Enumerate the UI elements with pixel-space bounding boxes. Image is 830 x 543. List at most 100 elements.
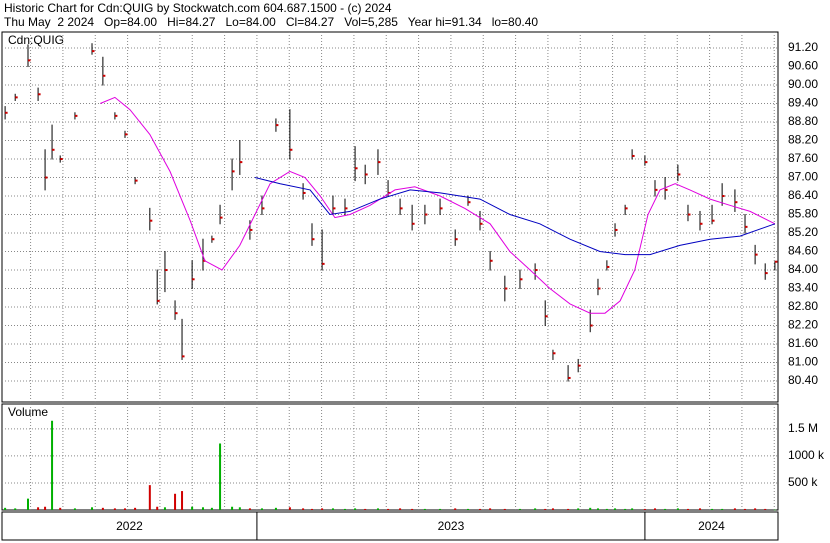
y-tick-label: 82.20 [788,318,818,332]
volume-bar [596,508,599,510]
y-tick-label: 81.60 [788,336,818,350]
volume-bar [274,507,277,510]
volume-bar [754,508,757,510]
y-tick-label: 90.00 [788,77,818,91]
volume-bar [311,508,314,510]
volume-bar [676,508,679,510]
volume-bar [631,508,634,510]
y-tick-label: 80.40 [788,373,818,387]
volume-bar [439,508,442,510]
volume-bar [411,508,414,510]
volume-bar [711,508,714,510]
volume-bar [567,508,570,510]
volume-bar [764,508,767,510]
volume-bar [51,420,54,510]
x-tick-label: 2022 [116,519,143,533]
y-tick-label: 90.60 [788,59,818,73]
volume-bar [721,508,724,510]
volume-bar [503,508,506,510]
volume-bar [744,508,747,510]
volume-bar [134,507,137,510]
volume-bar [399,508,402,510]
volume-bar [489,508,492,510]
y-tick-label: 1.5 M [788,421,818,435]
volume-bar [534,508,537,510]
volume-bar [624,508,627,510]
volume-bar [163,507,166,510]
volume-bar [479,508,482,510]
y-tick-label: 500 k [788,475,818,489]
volume-bar [605,508,608,510]
y-tick-label: 81.00 [788,355,818,369]
x-tick-label: 2023 [438,519,465,533]
volume-bar [551,508,554,510]
x-tick-label: 2024 [698,519,725,533]
volume-bar [518,508,521,510]
volume-bar [364,508,367,510]
volume-bar [210,507,213,510]
volume-bar [201,507,204,510]
y-tick-label: 84.60 [788,244,818,258]
volume-bar [123,508,126,510]
y-tick-label: 89.40 [788,96,818,110]
volume-panel [1,403,779,511]
y-tick-label: 91.20 [788,40,818,54]
volume-bar [44,506,47,510]
volume-bar [686,508,689,510]
y-tick-label: 84.00 [788,262,818,276]
volume-bar [343,508,346,510]
volume-bar [91,507,94,510]
volume-bar [238,507,241,510]
quote-line: Thu May 2 2024 Op=84.00 Hi=84.27 Lo=84.0… [4,15,538,29]
y-tick-label: 88.20 [788,133,818,147]
price-panel [1,31,779,403]
volume-bar [321,508,324,510]
volume-bar [260,508,263,510]
volume-bar [376,508,379,510]
y-tick-label: 82.80 [788,299,818,313]
y-tick-label: 85.20 [788,225,818,239]
y-tick-label: 87.60 [788,151,818,165]
volume-bar [654,508,657,510]
volume-bar [14,508,17,510]
volume-bar [181,491,184,510]
date-strip [1,511,779,541]
volume-bar [4,507,7,510]
volume-bar [156,506,159,510]
chart-title: Historic Chart for Cdn:QUIG by Stockwatc… [4,1,392,15]
volume-bar [454,508,457,510]
volume-bar [174,493,177,510]
panel-label: Volume [8,405,48,419]
volume-bar [589,507,592,510]
volume-bar [37,507,40,510]
volume-bar [248,508,251,510]
volume-bar [219,443,222,510]
volume-bar [733,508,736,510]
panel-label: Cdn:QUIG [8,33,64,47]
volume-bar [288,507,291,510]
y-tick-label: 85.80 [788,207,818,221]
volume-bar [577,508,580,510]
y-tick-label: 87.00 [788,170,818,184]
volume-bar [544,508,547,510]
volume-bar [231,506,234,510]
volume-bar [302,508,305,510]
y-tick-label: 83.40 [788,281,818,295]
volume-bar [643,508,646,510]
volume-bar [331,508,334,510]
volume-bar [773,509,776,511]
y-tick-label: 88.80 [788,114,818,128]
volume-bar [466,508,469,510]
volume-bar [148,485,151,510]
volume-bar [191,506,194,510]
volume-bar [113,508,116,510]
volume-bar [699,508,702,510]
volume-bar [387,508,390,510]
volume-bar [59,507,62,510]
moving-average [254,177,776,256]
volume-bar [26,498,29,510]
y-tick-label: 86.40 [788,188,818,202]
